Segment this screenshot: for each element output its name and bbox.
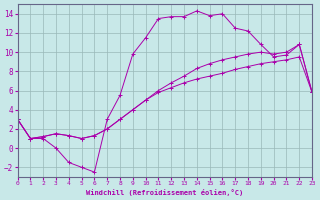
X-axis label: Windchill (Refroidissement éolien,°C): Windchill (Refroidissement éolien,°C) [86, 189, 244, 196]
